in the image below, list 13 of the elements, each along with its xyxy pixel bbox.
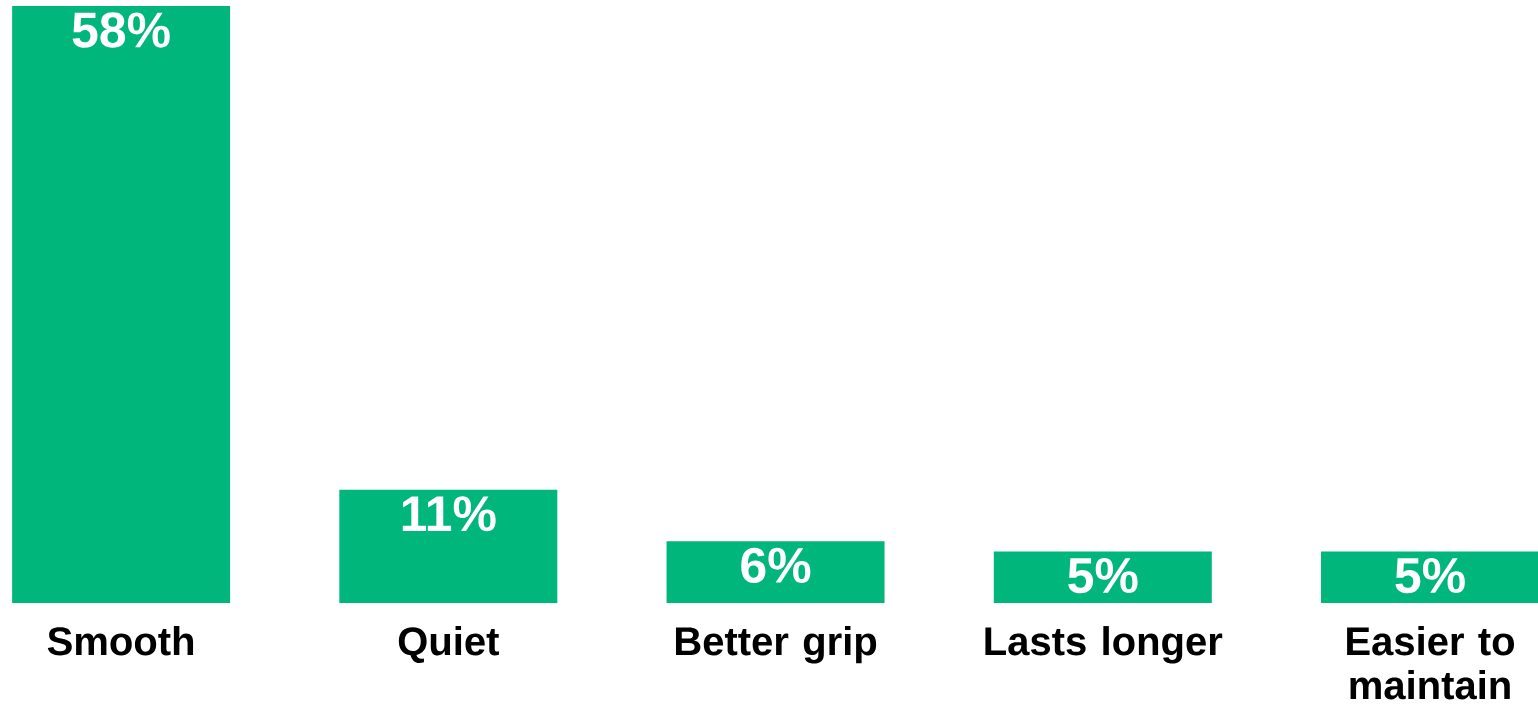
x-tick-label: Easier to maintain (1347, 626, 1515, 700)
data-label: 58% (72, 12, 170, 48)
data-label: 5% (1068, 557, 1138, 594)
x-tick-label: Better grip (675, 626, 877, 664)
bar (339, 489, 558, 603)
data-label: 5% (1395, 557, 1465, 594)
data-label: 11% (402, 496, 496, 532)
x-tick-label: Lasts longer (985, 626, 1223, 664)
x-tick-label: Smooth (47, 626, 194, 656)
bar (666, 541, 885, 603)
data-label: 6% (741, 547, 811, 584)
x-tick-label: Quiet (398, 626, 499, 663)
bar (12, 5, 231, 603)
